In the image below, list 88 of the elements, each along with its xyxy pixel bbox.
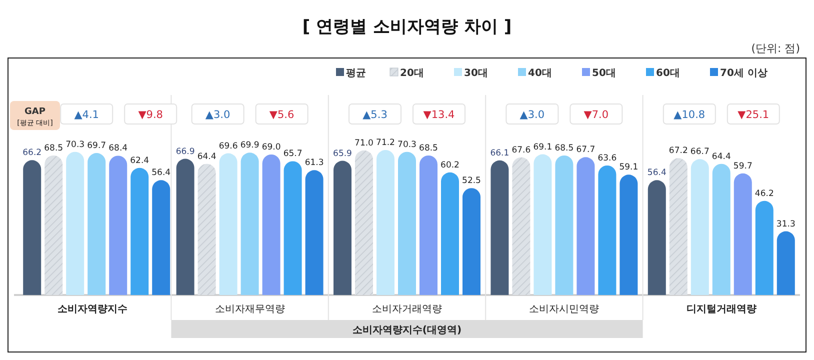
data-label: 62.4 [130,156,150,166]
data-label: 70.3 [398,140,416,150]
gap-box: ▲3.0 [506,104,559,124]
bar [462,188,480,295]
gap-box: ▲3.0 [191,104,244,124]
gap-box: ▲4.1 [60,104,114,124]
text: 소비자역량지수(대영역) [352,325,462,336]
bar [355,150,373,295]
data-label: 59.1 [619,162,638,173]
bar [576,157,595,295]
bar [755,200,774,295]
text: (단위: 점) [751,42,800,55]
x-tick-label: 소비자재무역량 [214,304,285,315]
data-label: 67.7 [576,145,596,156]
bar [734,173,752,295]
gap-box: ▼13.4 [412,104,466,124]
x-tick-label: 소비자거래역량 [372,304,442,315]
bar [534,154,552,295]
data-label: 56.4 [152,168,171,178]
legend-label: 평균 [346,68,366,79]
data-label: 61.3 [304,158,324,168]
data-label: 68.5 [554,144,574,154]
data-label: 64.4 [712,152,731,162]
data-label: 69.7 [87,141,106,152]
legend-label: 50대 [592,68,616,79]
data-label: 69.6 [218,141,238,152]
data-label: 66.9 [176,146,195,157]
gap-box: ▼9.8 [124,104,178,124]
x-tick-label: 소비자시민역량 [529,304,600,315]
data-label: 65.7 [283,149,302,160]
bar [198,164,216,295]
bar [669,158,688,295]
bar [219,153,238,295]
bar [305,170,324,295]
gap-box: ▲10.8 [662,104,716,124]
data-label: 68.5 [44,144,64,154]
bar [240,152,259,295]
legend-label: 70세 이상 [720,68,768,79]
data-label: 71.2 [376,138,395,148]
data-label: 69.0 [262,142,281,152]
bar [776,231,795,295]
x-tick-label: 디지털거래역량 [686,304,756,315]
data-label: 66.7 [690,147,710,158]
bar [512,157,530,295]
bar [420,156,438,295]
data-label: 60.2 [440,160,460,170]
data-label: 68.4 [108,144,128,154]
bar [555,156,574,295]
bar [620,174,638,295]
data-label: 65.9 [333,148,352,159]
chart-title: [ 연령별 소비자역량 차이 ] [302,17,512,37]
data-label: 59.7 [733,161,752,172]
data-label: 31.3 [776,219,796,230]
bar [712,164,730,295]
legend-label: 20대 [400,68,424,79]
data-label: 46.2 [754,188,774,199]
legend-label: 30대 [464,68,488,79]
data-label: 56.4 [647,168,666,178]
data-label: 66.1 [490,148,510,158]
data-label: 63.6 [598,153,617,164]
legend-label: 40대 [528,68,552,79]
data-label: 66.2 [22,148,42,158]
bar [376,150,394,295]
data-label: 52.5 [462,176,481,186]
gap-box: ▼25.1 [726,104,780,124]
bar [648,180,666,295]
gap-box: ▼5.6 [255,104,308,124]
bar [176,158,194,295]
legend-label: 60대 [656,68,680,79]
data-label: 69.9 [240,140,260,151]
data-label: 68.5 [419,144,438,154]
bar [284,161,302,295]
bar [398,152,416,295]
data-label: 71.0 [354,138,374,148]
bar [441,172,459,295]
gap-box: ▼7.0 [570,104,623,124]
x-tick-label: 소비자역량지수 [58,304,128,315]
data-label: 67.2 [668,146,688,156]
bar [490,160,509,295]
bar [262,154,280,295]
bar [598,165,616,295]
data-label: 67.6 [512,145,531,156]
data-label: 70.3 [66,140,85,150]
bar [690,159,709,295]
data-label: 69.1 [533,142,552,152]
gap-box: ▲5.3 [348,104,402,124]
data-label: 64.4 [197,152,216,162]
bar [334,160,352,295]
